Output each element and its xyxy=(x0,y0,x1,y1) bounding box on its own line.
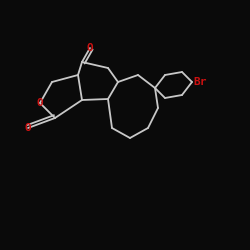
Text: O: O xyxy=(24,123,32,133)
Text: O: O xyxy=(36,98,44,108)
Text: O: O xyxy=(87,43,94,53)
Text: Br: Br xyxy=(193,77,207,87)
